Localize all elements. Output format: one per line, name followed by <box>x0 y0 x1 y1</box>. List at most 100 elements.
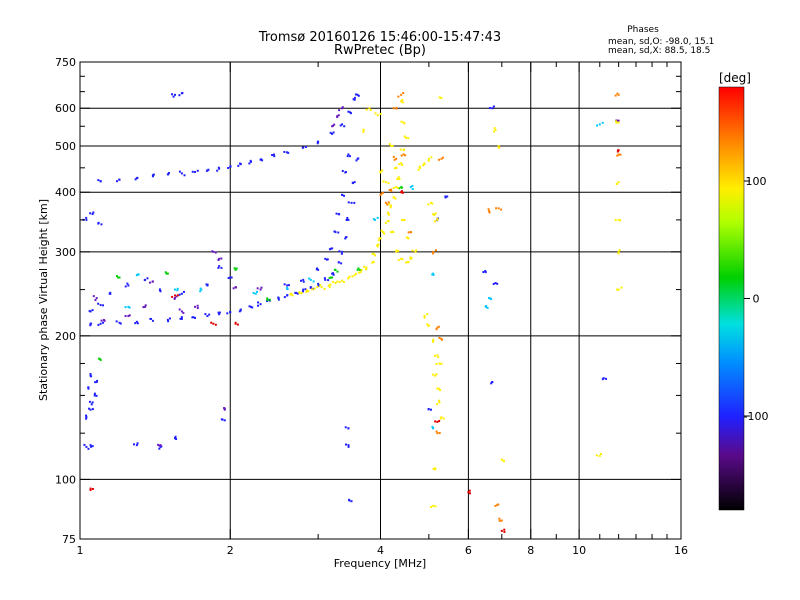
data-point <box>614 219 617 222</box>
data-point <box>368 107 371 110</box>
data-point <box>488 211 491 214</box>
data-point <box>380 229 383 232</box>
data-point <box>405 261 408 264</box>
data-point <box>404 154 407 157</box>
data-point <box>180 172 183 175</box>
data-point <box>357 157 360 160</box>
data-point <box>336 280 339 283</box>
data-point <box>238 310 241 313</box>
data-point <box>359 271 362 274</box>
data-point <box>395 166 398 169</box>
data-point <box>347 277 350 280</box>
data-point <box>365 108 368 111</box>
data-point <box>283 283 286 286</box>
data-point <box>615 120 618 123</box>
data-point <box>439 417 442 420</box>
data-point <box>329 131 332 134</box>
data-point <box>369 108 372 111</box>
data-point <box>227 277 230 280</box>
data-point <box>89 444 92 447</box>
data-point <box>487 208 490 211</box>
data-point <box>389 206 392 209</box>
data-point <box>446 195 449 198</box>
data-point <box>88 310 91 313</box>
data-point <box>327 284 330 287</box>
data-point <box>287 151 290 154</box>
x-tick-label: 8 <box>527 544 534 557</box>
data-point <box>497 144 500 147</box>
data-point <box>494 282 497 285</box>
data-point <box>336 270 339 273</box>
data-point <box>158 444 161 447</box>
data-point <box>379 112 382 115</box>
data-point <box>144 304 147 307</box>
data-point <box>430 505 433 508</box>
data-point <box>616 92 619 95</box>
phase-stats-x-mode: mean, sd,X: 88.5, 18.5 <box>608 46 710 56</box>
data-point <box>338 213 341 216</box>
data-point <box>316 142 319 145</box>
data-point <box>341 170 344 173</box>
data-point <box>136 322 139 325</box>
data-point <box>271 154 274 157</box>
data-point <box>164 271 167 274</box>
data-point <box>286 284 289 287</box>
data-point <box>194 316 197 319</box>
data-point <box>356 268 359 271</box>
data-point <box>436 403 439 406</box>
data-point <box>441 156 444 159</box>
x-tick-label: 4 <box>377 544 384 557</box>
data-point <box>151 319 154 322</box>
colorbar-label: [deg] <box>719 71 751 85</box>
data-point <box>85 416 88 419</box>
data-point <box>442 417 445 420</box>
data-point <box>87 386 90 389</box>
data-point <box>430 408 433 411</box>
colorbar-tick-label: -100 <box>744 410 769 423</box>
data-point <box>379 193 382 196</box>
data-point <box>166 318 169 321</box>
data-point <box>347 218 350 221</box>
data-point <box>434 374 437 377</box>
data-point <box>495 207 498 210</box>
data-point <box>217 259 220 262</box>
data-point <box>302 278 305 281</box>
data-point <box>347 444 350 447</box>
data-point <box>260 158 263 161</box>
data-point <box>134 322 137 325</box>
data-point <box>136 442 139 445</box>
data-point <box>85 218 88 221</box>
data-point <box>151 175 154 178</box>
data-point <box>168 317 171 320</box>
y-tick-label: 500 <box>55 140 76 153</box>
data-point <box>256 290 259 293</box>
data-point <box>438 362 441 365</box>
data-point <box>334 282 337 285</box>
data-point <box>346 155 349 158</box>
data-point <box>392 187 395 190</box>
data-point <box>144 305 147 308</box>
colorbar-ticks: 100 0 -100 <box>744 175 769 423</box>
data-point <box>296 292 299 295</box>
data-point <box>171 295 174 298</box>
data-point <box>396 177 399 180</box>
data-point <box>392 107 395 110</box>
data-point <box>433 220 436 223</box>
data-point <box>196 307 199 310</box>
data-point <box>300 291 303 294</box>
data-point <box>91 487 94 490</box>
data-point <box>89 324 92 327</box>
data-point <box>205 169 208 172</box>
data-point <box>432 250 435 253</box>
data-point <box>249 160 252 163</box>
data-point <box>333 123 336 126</box>
data-point <box>350 500 353 503</box>
data-point <box>87 447 90 450</box>
data-point <box>437 387 440 390</box>
data-point <box>394 197 397 200</box>
data-point <box>91 213 94 216</box>
data-point <box>199 287 202 290</box>
data-point <box>102 318 105 321</box>
data-point <box>356 93 359 96</box>
x-tick-label: 10 <box>572 544 586 557</box>
